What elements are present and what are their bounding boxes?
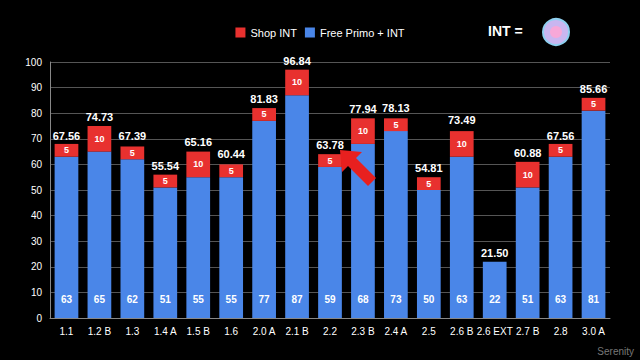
svg-text:90: 90	[31, 82, 43, 93]
svg-text:1.3: 1.3	[125, 326, 139, 337]
svg-text:1.4 A: 1.4 A	[154, 326, 177, 337]
svg-text:73.49: 73.49	[448, 114, 476, 126]
svg-text:10: 10	[457, 139, 467, 149]
svg-text:85.66: 85.66	[580, 83, 608, 95]
svg-text:50: 50	[423, 294, 435, 305]
svg-text:3.0 A: 3.0 A	[582, 326, 605, 337]
svg-text:21.50: 21.50	[481, 247, 509, 259]
svg-text:81: 81	[588, 294, 600, 305]
svg-text:5: 5	[591, 99, 596, 109]
svg-text:80: 80	[31, 108, 43, 119]
svg-text:60: 60	[31, 159, 43, 170]
svg-text:2.7 B: 2.7 B	[516, 326, 540, 337]
svg-text:2.3 B: 2.3 B	[351, 326, 375, 337]
svg-text:73: 73	[390, 294, 402, 305]
svg-text:5: 5	[558, 145, 563, 155]
svg-text:67.39: 67.39	[119, 130, 147, 142]
svg-text:1.2 B: 1.2 B	[88, 326, 112, 337]
svg-text:59: 59	[324, 294, 336, 305]
svg-text:63: 63	[61, 294, 73, 305]
svg-text:78.13: 78.13	[382, 102, 410, 114]
svg-text:Shop INT: Shop INT	[250, 27, 297, 39]
svg-text:Serenity: Serenity	[597, 346, 634, 357]
svg-text:5: 5	[130, 148, 135, 158]
svg-text:65.16: 65.16	[184, 136, 212, 148]
svg-text:68: 68	[357, 294, 369, 305]
svg-text:5: 5	[262, 109, 267, 119]
svg-text:81.83: 81.83	[250, 93, 278, 105]
svg-text:63: 63	[555, 294, 567, 305]
svg-text:74.73: 74.73	[86, 111, 114, 123]
svg-text:5: 5	[163, 176, 168, 186]
svg-text:50: 50	[31, 185, 43, 196]
svg-text:22: 22	[489, 294, 501, 305]
svg-text:2.6 EXT: 2.6 EXT	[477, 326, 513, 337]
svg-text:55: 55	[226, 294, 238, 305]
svg-text:20: 20	[31, 261, 43, 272]
svg-text:67.56: 67.56	[547, 130, 575, 142]
svg-text:1.6: 1.6	[224, 326, 238, 337]
svg-text:77.94: 77.94	[349, 103, 377, 115]
svg-text:55.54: 55.54	[152, 160, 180, 172]
svg-text:5: 5	[64, 145, 69, 155]
svg-text:63: 63	[456, 294, 468, 305]
svg-text:10: 10	[94, 134, 104, 144]
svg-text:5: 5	[393, 120, 398, 130]
svg-text:51: 51	[522, 294, 534, 305]
svg-text:2.2: 2.2	[323, 326, 337, 337]
svg-text:2.6 B: 2.6 B	[450, 326, 474, 337]
svg-text:10: 10	[193, 159, 203, 169]
svg-text:5: 5	[327, 156, 332, 166]
svg-text:54.81: 54.81	[415, 162, 443, 174]
svg-text:63.78: 63.78	[316, 139, 344, 151]
svg-text:2.5: 2.5	[422, 326, 436, 337]
svg-text:51: 51	[160, 294, 172, 305]
svg-text:60.88: 60.88	[514, 147, 542, 159]
svg-text:65: 65	[94, 294, 106, 305]
svg-text:67.56: 67.56	[53, 130, 81, 142]
svg-text:96.84: 96.84	[283, 55, 311, 67]
svg-text:1.1: 1.1	[60, 326, 74, 337]
svg-text:77: 77	[259, 294, 271, 305]
svg-text:10: 10	[358, 126, 368, 136]
svg-text:55: 55	[193, 294, 205, 305]
svg-text:100: 100	[25, 57, 42, 68]
svg-text:10: 10	[31, 287, 43, 298]
svg-text:30: 30	[31, 236, 43, 247]
svg-text:1.5 B: 1.5 B	[187, 326, 211, 337]
svg-text:70: 70	[31, 133, 43, 144]
svg-text:40: 40	[31, 210, 43, 221]
svg-text:Free Primo + INT: Free Primo + INT	[320, 27, 405, 39]
svg-text:60.44: 60.44	[217, 148, 245, 160]
svg-text:62: 62	[127, 294, 139, 305]
svg-text:2.1 B: 2.1 B	[285, 326, 309, 337]
svg-text:2.8: 2.8	[554, 326, 568, 337]
svg-text:INT =: INT =	[488, 23, 523, 39]
svg-text:2.4 A: 2.4 A	[384, 326, 407, 337]
svg-text:0: 0	[36, 313, 42, 324]
svg-text:10: 10	[292, 77, 302, 87]
svg-text:2.0 A: 2.0 A	[253, 326, 276, 337]
svg-text:10: 10	[523, 170, 533, 180]
svg-text:5: 5	[229, 166, 234, 176]
svg-text:5: 5	[426, 179, 431, 189]
svg-text:87: 87	[291, 294, 303, 305]
